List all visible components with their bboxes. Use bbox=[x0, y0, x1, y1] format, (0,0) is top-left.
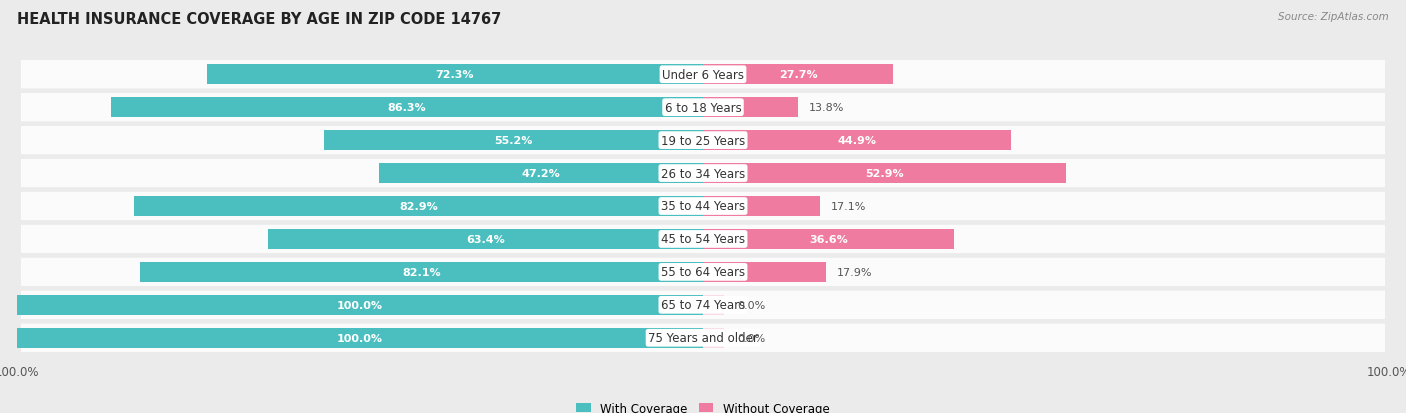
Text: HEALTH INSURANCE COVERAGE BY AGE IN ZIP CODE 14767: HEALTH INSURANCE COVERAGE BY AGE IN ZIP … bbox=[17, 12, 501, 27]
Text: 35 to 44 Years: 35 to 44 Years bbox=[661, 200, 745, 213]
FancyBboxPatch shape bbox=[21, 192, 1385, 221]
Bar bbox=[139, 262, 703, 282]
Text: 36.6%: 36.6% bbox=[810, 234, 848, 244]
FancyBboxPatch shape bbox=[21, 225, 1385, 254]
Bar bbox=[703, 196, 820, 217]
Bar bbox=[703, 262, 825, 282]
Bar bbox=[703, 131, 1011, 151]
FancyBboxPatch shape bbox=[21, 324, 1385, 352]
FancyBboxPatch shape bbox=[21, 159, 1385, 188]
Text: 75 Years and older: 75 Years and older bbox=[648, 332, 758, 344]
Text: 19 to 25 Years: 19 to 25 Years bbox=[661, 134, 745, 147]
Bar bbox=[134, 196, 703, 217]
Text: 100.0%: 100.0% bbox=[337, 333, 382, 343]
Text: 0.0%: 0.0% bbox=[737, 300, 765, 310]
Bar bbox=[111, 98, 703, 118]
Text: 47.2%: 47.2% bbox=[522, 169, 561, 179]
Text: 26 to 34 Years: 26 to 34 Years bbox=[661, 167, 745, 180]
Bar bbox=[703, 229, 955, 249]
FancyBboxPatch shape bbox=[21, 94, 1385, 122]
Bar bbox=[380, 164, 703, 184]
FancyBboxPatch shape bbox=[21, 127, 1385, 155]
FancyBboxPatch shape bbox=[21, 291, 1385, 319]
Text: 86.3%: 86.3% bbox=[388, 103, 426, 113]
Bar bbox=[17, 295, 703, 315]
Text: 63.4%: 63.4% bbox=[467, 234, 505, 244]
Bar bbox=[17, 328, 703, 348]
Bar bbox=[703, 328, 724, 348]
Text: Under 6 Years: Under 6 Years bbox=[662, 69, 744, 81]
Legend: With Coverage, Without Coverage: With Coverage, Without Coverage bbox=[576, 401, 830, 413]
FancyBboxPatch shape bbox=[21, 258, 1385, 286]
Bar bbox=[703, 65, 893, 85]
Text: 100.0%: 100.0% bbox=[337, 300, 382, 310]
Bar bbox=[325, 131, 703, 151]
Text: 82.1%: 82.1% bbox=[402, 267, 440, 277]
Text: 6 to 18 Years: 6 to 18 Years bbox=[665, 102, 741, 114]
Text: 52.9%: 52.9% bbox=[865, 169, 904, 179]
Text: Source: ZipAtlas.com: Source: ZipAtlas.com bbox=[1278, 12, 1389, 22]
Text: 27.7%: 27.7% bbox=[779, 70, 817, 80]
Bar bbox=[703, 98, 797, 118]
Text: 0.0%: 0.0% bbox=[737, 333, 765, 343]
Text: 44.9%: 44.9% bbox=[838, 136, 876, 146]
Text: 45 to 54 Years: 45 to 54 Years bbox=[661, 233, 745, 246]
Text: 17.1%: 17.1% bbox=[831, 202, 866, 211]
Text: 17.9%: 17.9% bbox=[837, 267, 872, 277]
Bar bbox=[703, 295, 724, 315]
FancyBboxPatch shape bbox=[21, 61, 1385, 89]
Text: 65 to 74 Years: 65 to 74 Years bbox=[661, 299, 745, 311]
Text: 13.8%: 13.8% bbox=[808, 103, 844, 113]
Bar bbox=[269, 229, 703, 249]
Text: 55.2%: 55.2% bbox=[495, 136, 533, 146]
Text: 55 to 64 Years: 55 to 64 Years bbox=[661, 266, 745, 279]
Text: 72.3%: 72.3% bbox=[436, 70, 474, 80]
Bar bbox=[207, 65, 703, 85]
Text: 82.9%: 82.9% bbox=[399, 202, 439, 211]
Bar bbox=[703, 164, 1066, 184]
